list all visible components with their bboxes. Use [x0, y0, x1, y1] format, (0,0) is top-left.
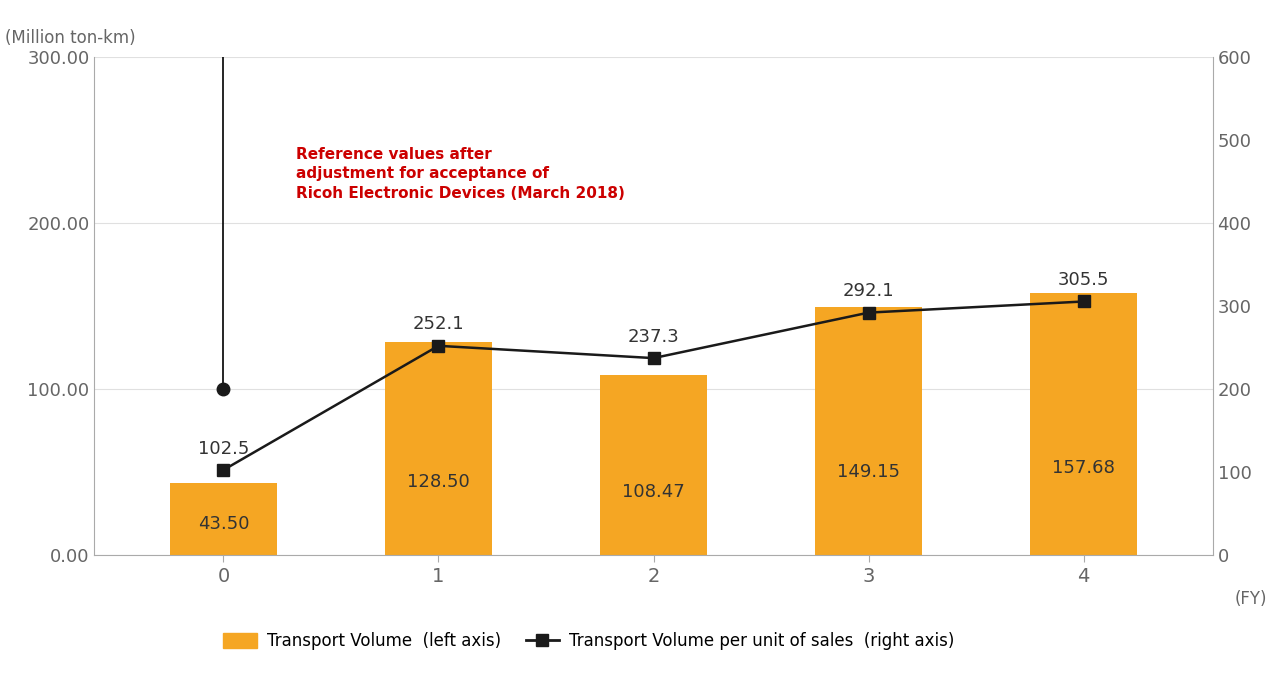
Text: 237.3: 237.3 — [627, 328, 680, 346]
Text: (FY): (FY) — [1235, 590, 1267, 608]
Text: Reference values after
adjustment for acceptance of
Ricoh Electronic Devices (Ma: Reference values after adjustment for ac… — [296, 147, 625, 201]
Text: 149.15: 149.15 — [837, 463, 900, 481]
Bar — [815, 308, 923, 555]
Text: 252.1: 252.1 — [412, 315, 465, 333]
Text: 102.5: 102.5 — [197, 439, 250, 458]
Text: 292.1: 292.1 — [842, 282, 895, 300]
Text: 43.50: 43.50 — [197, 515, 250, 534]
Bar — [385, 342, 493, 555]
Text: 128.50: 128.50 — [407, 473, 470, 491]
Text: 305.5: 305.5 — [1057, 271, 1110, 289]
Text: 108.47: 108.47 — [622, 483, 685, 501]
Text: (Million ton-km): (Million ton-km) — [5, 29, 136, 47]
Text: 157.68: 157.68 — [1052, 458, 1115, 477]
Bar — [600, 375, 708, 555]
Bar — [1030, 293, 1138, 555]
Bar — [170, 483, 278, 555]
Legend: Transport Volume  (left axis), Transport Volume per unit of sales  (right axis): Transport Volume (left axis), Transport … — [216, 626, 961, 657]
